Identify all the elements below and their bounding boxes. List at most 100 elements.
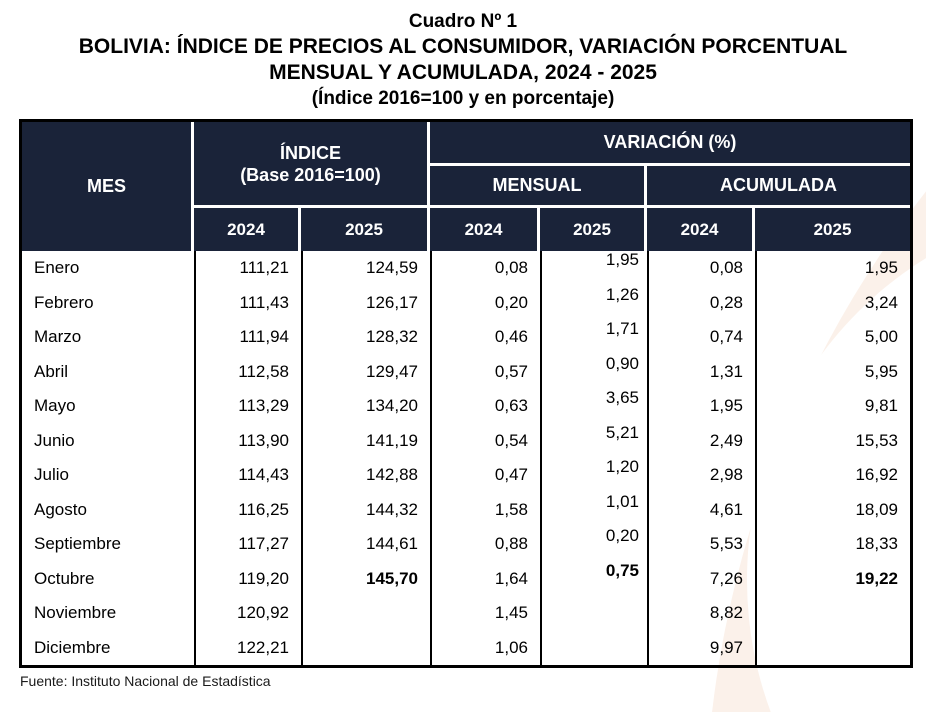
cell-value: 1,31 [709,361,743,381]
cell-mensual-2025 [540,630,647,665]
cell-indice-2024: 113,90 [194,423,301,458]
cell-indice-2025: 134,20 [301,389,430,424]
cell-indice-2025 [301,596,430,631]
header-indice: ÍNDICE (Base 2016=100) [194,122,430,208]
cell-acumulada-2024: 7,26 [647,561,755,596]
cell-value: 1,95 [864,258,898,278]
cell-acumulada-2024: 0,74 [647,320,755,355]
cell-mensual-2025: 1,01 [540,491,647,527]
cell-value: 9,97 [709,637,743,657]
cell-indice-2025: 129,47 [301,354,430,389]
cell-value: 1,71 [605,319,639,339]
data-table: MES ÍNDICE (Base 2016=100) VARIACIÓN (%)… [19,119,913,668]
cell-acumulada-2024: 5,53 [647,527,755,562]
cell-value: 16,92 [855,465,898,485]
header-indice-label: ÍNDICE [279,142,341,163]
cell-value: 5,53 [709,534,743,554]
cell-value: 0,08 [709,258,743,278]
cell-value: Mayo [34,396,76,416]
cell-acumulada-2025: 3,24 [755,285,910,320]
cell-value: 114,43 [238,465,289,485]
cell-acumulada-2025: 9,81 [755,389,910,424]
cell-value: 1,95 [709,396,743,416]
cell-indice-2024: 112,58 [194,354,301,389]
cell-value: 0,63 [494,396,528,416]
cell-value: 124,59 [366,258,418,278]
cell-acumulada-2025: 15,53 [755,423,910,458]
cell-value: 144,32 [366,499,418,519]
cell-value: 0,46 [494,327,528,347]
cell-mensual-2025: 1,95 [540,250,647,286]
cell-indice-2024: 114,43 [194,458,301,493]
cell-value: 116,25 [238,499,289,519]
title-block: Cuadro Nº 1 BOLIVIA: ÍNDICE DE PRECIOS A… [0,10,926,112]
cell-mes: Febrero [22,286,194,321]
cell-value: 112,58 [238,361,289,381]
cell-value: 1,58 [494,499,528,519]
cell-mensual-2025: 3,65 [540,388,647,424]
cell-mes: Julio [22,458,194,493]
cell-value: 113,29 [238,396,289,416]
cell-indice-2024: 120,92 [194,596,301,631]
cell-value: 18,33 [855,534,898,554]
header-indice-base: (Base 2016=100) [240,164,381,185]
cell-value: 111,21 [239,258,289,278]
cell-indice-2025: 128,32 [301,320,430,355]
cell-value: 0,20 [494,292,528,312]
cell-indice-2024: 122,21 [194,630,301,665]
cell-value: 0,08 [494,258,528,278]
cell-acumulada-2024: 2,98 [647,458,755,493]
cell-indice-2025: 142,88 [301,458,430,493]
header-acumulada: ACUMULADA [647,166,910,208]
subtitle: (Índice 2016=100 y en porcentaje) [311,88,615,109]
header-year-acumulada-2025: 2025 [755,208,910,251]
cell-value: 0,74 [709,327,743,347]
cell-value: 3,65 [605,388,639,408]
cell-mes: Agosto [22,493,194,528]
cell-mensual-2025: 1,20 [540,457,647,493]
cell-value: 1,26 [605,284,639,304]
cell-value: 119,20 [238,568,289,588]
header-year-indice-2024: 2024 [194,208,301,251]
cell-value: 144,61 [366,534,418,554]
cell-mensual-2025: 0,75 [540,561,647,596]
cell-value: Julio [34,465,69,485]
cell-mes: Mayo [22,389,194,424]
cell-value: 145,70 [366,568,418,588]
cell-acumulada-2024: 4,61 [647,492,755,527]
cell-indice-2025: 144,32 [301,492,430,527]
cell-value: 113,90 [238,430,289,450]
cell-value: 141,19 [366,430,418,450]
cell-mensual-2024: 0,88 [430,527,540,562]
cell-indice-2024: 119,20 [194,561,301,596]
cell-value: 0,47 [494,465,528,485]
cell-acumulada-2024: 2,49 [647,423,755,458]
cell-mes: Abril [22,355,194,390]
cell-indice-2025: 145,70 [301,561,430,596]
cell-indice-2024: 111,94 [194,320,301,355]
cell-value: 2,49 [709,430,743,450]
cell-value: 19,22 [855,568,898,588]
cell-value: 1,45 [494,603,528,623]
cell-mes: Septiembre [22,527,194,562]
cell-mensual-2025: 1,71 [540,319,647,355]
cell-mensual-2024: 0,57 [430,354,540,389]
header-year-indice-2025: 2025 [301,208,430,251]
cell-value: 111,43 [239,292,289,312]
cell-value: Febrero [34,292,94,312]
cell-value: 142,88 [366,465,418,485]
cell-value: 0,54 [494,430,528,450]
cell-mes: Octubre [22,562,194,597]
cell-value: 1,01 [605,491,639,511]
cell-mensual-2024: 1,45 [430,596,540,631]
cell-value: 117,27 [238,534,289,554]
cell-value: Septiembre [34,534,121,554]
cell-mensual-2024: 0,63 [430,389,540,424]
cell-value: 5,21 [605,422,639,442]
cell-value: 4,61 [709,499,743,519]
cell-value: 9,81 [864,396,898,416]
cell-mes: Diciembre [22,631,194,666]
cell-acumulada-2024: 1,31 [647,354,755,389]
